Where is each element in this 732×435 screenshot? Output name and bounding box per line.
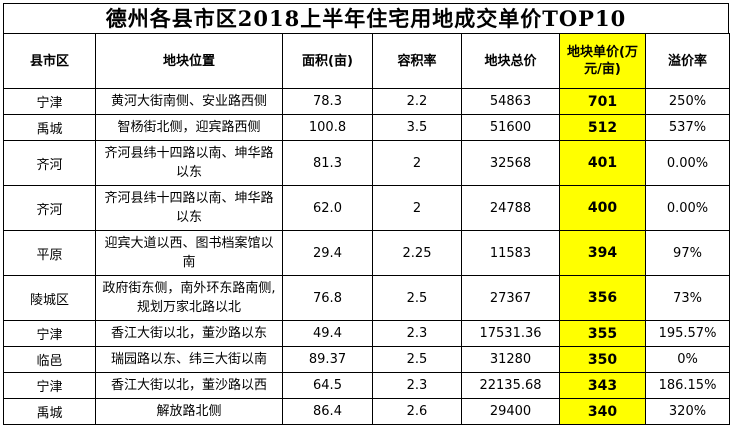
cell-location: 解放路北侧: [95, 398, 283, 425]
table-row: 宁津 香江大街以北，董沙路以西 64.5 2.3 22135.68 343 186.15%: [3, 372, 730, 399]
cell-unit-price: 355: [559, 320, 646, 347]
cell-location: 齐河县纬十四路以南、坤华路以东: [95, 140, 283, 186]
cell-district: 禹城: [3, 114, 96, 141]
cell-district: 临邑: [3, 346, 96, 373]
cell-area: 81.3: [282, 140, 373, 186]
table-row: 齐河 齐河县纬十四路以南、坤华路以东 62.0 2 24788 400 0.00%: [3, 185, 730, 231]
cell-district: 陵城区: [3, 275, 96, 321]
cell-far: 2.5: [372, 275, 462, 321]
cell-far: 2: [372, 140, 462, 186]
cell-unit-price: 701: [559, 88, 646, 115]
cell-district: 宁津: [3, 88, 96, 115]
cell-area: 86.4: [282, 398, 373, 425]
cell-area: 62.0: [282, 185, 373, 231]
cell-premium: 195.57%: [645, 320, 730, 347]
cell-far: 3.5: [372, 114, 462, 141]
cell-location: 香江大街以北，董沙路以西: [95, 372, 283, 399]
cell-unit-price: 340: [559, 398, 646, 425]
cell-far: 2.25: [372, 230, 462, 276]
table-row: 临邑 瑞园路以东、纬三大街以南 89.37 2.5 31280 350 0%: [3, 346, 730, 373]
header-premium: 溢价率: [645, 33, 730, 89]
table-row: 宁津 香江大街以北，董沙路以东 49.4 2.3 17531.36 355 195.57%: [3, 320, 730, 347]
cell-location: 瑞园路以东、纬三大街以南: [95, 346, 283, 373]
cell-location: 智杨街北侧，迎宾路西侧: [95, 114, 283, 141]
cell-district: 宁津: [3, 372, 96, 399]
cell-premium: 97%: [645, 230, 730, 276]
cell-total: 27367: [461, 275, 560, 321]
cell-district: 平原: [3, 230, 96, 276]
cell-far: 2.2: [372, 88, 462, 115]
cell-far: 2.5: [372, 346, 462, 373]
cell-area: 100.8: [282, 114, 373, 141]
header-far: 容积率: [372, 33, 462, 89]
cell-total: 29400: [461, 398, 560, 425]
cell-far: 2.3: [372, 320, 462, 347]
cell-district: 齐河: [3, 185, 96, 231]
cell-location: 黄河大街南侧、安业路西侧: [95, 88, 283, 115]
cell-district: 齐河: [3, 140, 96, 186]
cell-total: 31280: [461, 346, 560, 373]
land-price-table: 县市区 地块位置 面积(亩) 容积率 地块总价 地块单价(万元/亩) 溢价率 宁…: [3, 33, 730, 425]
cell-location: 香江大街以北，董沙路以东: [95, 320, 283, 347]
cell-premium: 0.00%: [645, 140, 730, 186]
cell-total: 51600: [461, 114, 560, 141]
cell-far: 2.6: [372, 398, 462, 425]
header-district: 县市区: [3, 33, 96, 89]
spreadsheet: 德州各县市区2018上半年住宅用地成交单价TOP10 县市区 地块位置 面积(亩…: [3, 3, 730, 432]
table-row: 宁津 黄河大街南侧、安业路西侧 78.3 2.2 54863 701 250%: [3, 88, 730, 115]
cell-location: 齐河县纬十四路以南、坤华路以东: [95, 185, 283, 231]
header-location: 地块位置: [95, 33, 283, 89]
cell-unit-price: 400: [559, 185, 646, 231]
cell-area: 29.4: [282, 230, 373, 276]
table-body: 宁津 黄河大街南侧、安业路西侧 78.3 2.2 54863 701 250% 禹城 智杨街北侧…: [3, 88, 730, 425]
cell-premium: 320%: [645, 398, 730, 425]
cell-total: 11583: [461, 230, 560, 276]
cell-unit-price: 343: [559, 372, 646, 399]
cell-area: 78.3: [282, 88, 373, 115]
cell-premium: 73%: [645, 275, 730, 321]
table-row: 陵城区 政府街东侧，南外环东路南侧,规划万家北路以北 76.8 2.5 27367 356…: [3, 275, 730, 321]
table-row: 禹城 智杨街北侧，迎宾路西侧 100.8 3.5 51600 512 537%: [3, 114, 730, 141]
cell-district: 禹城: [3, 398, 96, 425]
table-row: 齐河 齐河县纬十四路以南、坤华路以东 81.3 2 32568 401 0.00%: [3, 140, 730, 186]
cell-area: 76.8: [282, 275, 373, 321]
table-row: 平原 迎宾大道以西、图书档案馆以南 29.4 2.25 11583 394 97%: [3, 230, 730, 276]
cell-area: 49.4: [282, 320, 373, 347]
cell-total: 24788: [461, 185, 560, 231]
header-total: 地块总价: [461, 33, 560, 89]
cell-unit-price: 512: [559, 114, 646, 141]
header-area: 面积(亩): [282, 33, 373, 89]
cell-unit-price: 401: [559, 140, 646, 186]
cell-area: 64.5: [282, 372, 373, 399]
cell-premium: 250%: [645, 88, 730, 115]
cell-area: 89.37: [282, 346, 373, 373]
cell-district: 宁津: [3, 320, 96, 347]
cell-total: 22135.68: [461, 372, 560, 399]
cell-unit-price: 394: [559, 230, 646, 276]
table-row: 禹城 解放路北侧 86.4 2.6 29400 340 320%: [3, 398, 730, 425]
cell-premium: 0%: [645, 346, 730, 373]
cell-far: 2: [372, 185, 462, 231]
header-row: 县市区 地块位置 面积(亩) 容积率 地块总价 地块单价(万元/亩) 溢价率: [3, 33, 730, 89]
cell-location: 政府街东侧，南外环东路南侧,规划万家北路以北: [95, 275, 283, 321]
cell-total: 54863: [461, 88, 560, 115]
cell-far: 2.3: [372, 372, 462, 399]
cell-premium: 0.00%: [645, 185, 730, 231]
cell-location: 迎宾大道以西、图书档案馆以南: [95, 230, 283, 276]
cell-premium: 186.15%: [645, 372, 730, 399]
cell-total: 17531.36: [461, 320, 560, 347]
cell-premium: 537%: [645, 114, 730, 141]
cell-unit-price: 356: [559, 275, 646, 321]
cell-total: 32568: [461, 140, 560, 186]
cell-unit-price: 350: [559, 346, 646, 373]
table-title: 德州各县市区2018上半年住宅用地成交单价TOP10: [3, 3, 729, 33]
header-unit-price: 地块单价(万元/亩): [559, 33, 646, 89]
